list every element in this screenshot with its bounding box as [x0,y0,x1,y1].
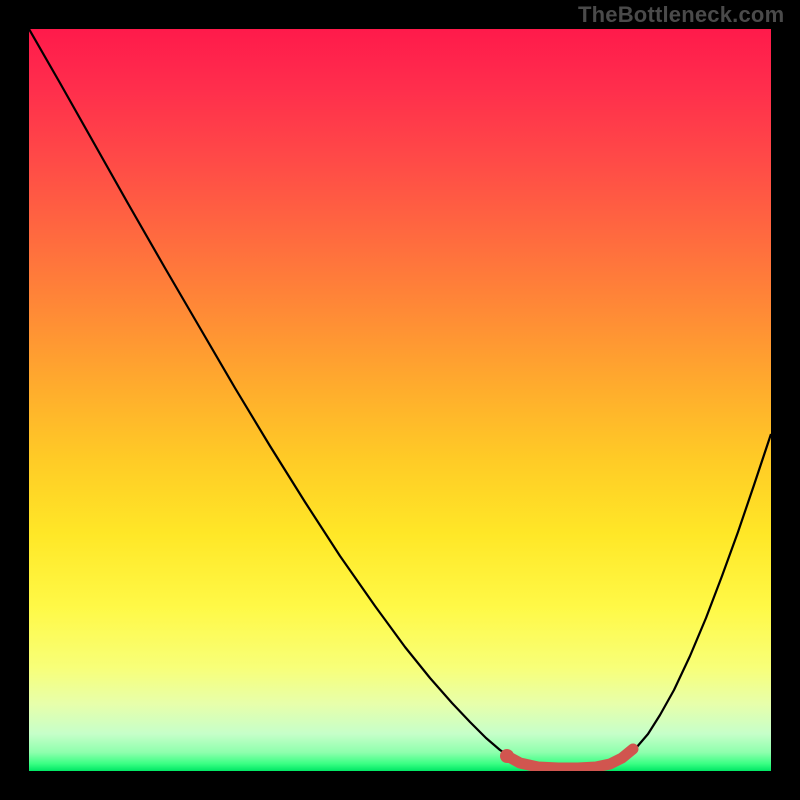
chart-svg [0,0,800,800]
optimal-range-start-dot [500,749,514,763]
gradient-background [29,29,771,771]
watermark-text: TheBottleneck.com [578,2,784,28]
